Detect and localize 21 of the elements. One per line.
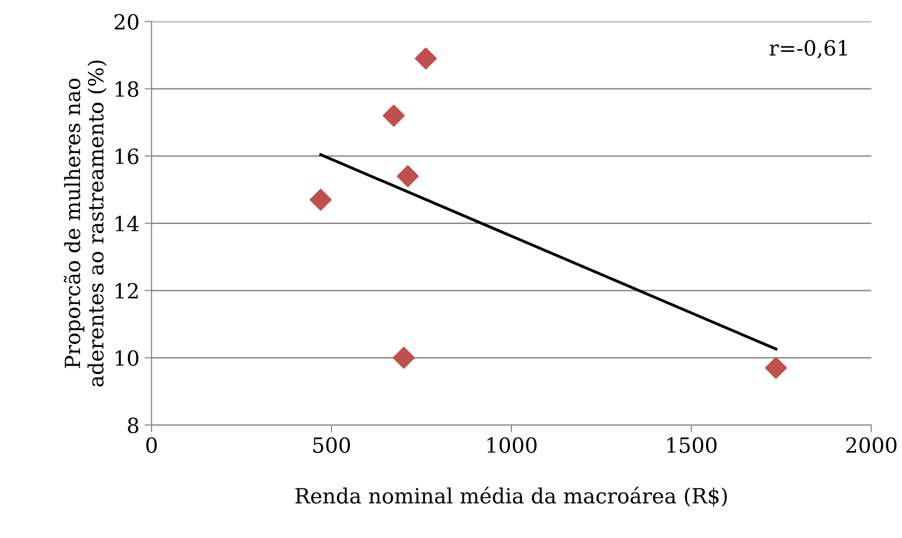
y-tick-label: 10 (116, 350, 138, 366)
y-tick-label: 12 (116, 282, 138, 298)
x-tick-label: 1500 (667, 437, 717, 453)
x-axis-title: Renda nominal média da macroárea (R$) (296, 486, 727, 507)
point (392, 346, 415, 369)
x-tick-label: 500 (313, 437, 350, 453)
y-axis-title: Proporcão de mulheres nao aderentes ao rastreamento (%) (64, 60, 107, 387)
point (382, 104, 405, 127)
x-tick-label: 1000 (487, 437, 537, 453)
y-tick-label: 18 (116, 81, 138, 97)
point (396, 165, 419, 188)
y-tick-label: 14 (116, 216, 139, 232)
annotation: r=-0,61 (770, 40, 847, 58)
x-tick-label: 2000 (846, 437, 896, 453)
y-tick-label: 16 (116, 148, 138, 164)
point (414, 48, 437, 70)
x-tick-label: 0 (146, 437, 157, 453)
y-tick-label: 20 (114, 14, 138, 30)
point (310, 188, 332, 211)
point (764, 356, 787, 379)
y-tick-label: 8 (128, 417, 138, 434)
